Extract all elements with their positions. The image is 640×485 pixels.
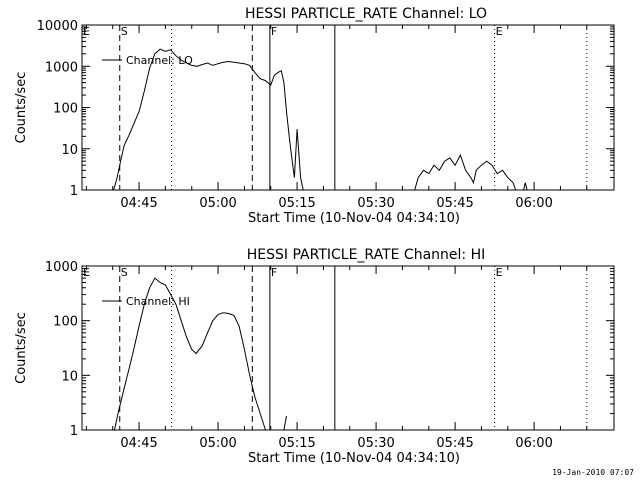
chart-panel-0: HESSI PARTICLE_RATE Channel: LO Counts/se… [14, 6, 615, 226]
y-tick-label: 1 [70, 424, 78, 439]
data-series-line [523, 182, 528, 190]
y-axis-label: Counts/sec [14, 312, 29, 384]
event-marker-label: F [271, 266, 277, 279]
legend-label: Channel: HI [126, 295, 190, 308]
event-marker-label: S [121, 266, 128, 279]
x-axis-label: Start Time (10-Nov-04 04:34:10) [248, 211, 460, 226]
x-tick-label: 05:15 [278, 436, 315, 451]
event-marker-label: E [496, 25, 503, 38]
x-axis-label: Start Time (10-Nov-04 04:34:10) [248, 451, 460, 466]
event-marker-label: S [121, 25, 128, 38]
event-marker-label: E [83, 25, 90, 38]
x-tick-label: 05:00 [199, 436, 236, 451]
y-axis-label: Counts/sec [14, 72, 29, 144]
data-series-line [114, 277, 266, 430]
y-tick-label: 10000 [37, 19, 78, 34]
data-series-line [283, 415, 287, 430]
data-series-line [113, 48, 304, 190]
x-tick-label: 06:00 [515, 196, 552, 211]
y-tick-label: 1000 [45, 260, 78, 275]
x-tick-label: 04:45 [120, 436, 157, 451]
chart-title: HESSI PARTICLE_RATE Channel: HI [247, 247, 485, 263]
x-tick-label: 05:45 [436, 196, 473, 211]
x-tick-label: 05:00 [199, 196, 236, 211]
event-marker-label: E [496, 266, 503, 279]
y-tick-label: 100 [53, 102, 78, 117]
y-tick-label: 1 [70, 184, 78, 199]
chart-panel-1: HESSI PARTICLE_RATE Channel: HI Counts/se… [14, 247, 615, 466]
footer-timestamp: 19-Jan-2010 07:07 [552, 468, 634, 477]
legend-label: Channel: LO [126, 54, 193, 67]
x-tick-label: 06:00 [515, 436, 552, 451]
event-marker-label: F [271, 25, 277, 38]
y-tick-label: 10 [61, 143, 78, 158]
y-tick-label: 10 [61, 369, 78, 384]
x-tick-label: 04:45 [120, 196, 157, 211]
y-tick-label: 100 [53, 315, 78, 330]
event-marker-label: E [83, 266, 90, 279]
x-tick-label: 05:30 [357, 436, 394, 451]
chart-title: HESSI PARTICLE_RATE Channel: LO [245, 6, 487, 22]
x-tick-label: 05:45 [436, 436, 473, 451]
data-series-line [414, 153, 517, 190]
plot-frame [81, 265, 615, 431]
x-tick-label: 05:30 [357, 196, 394, 211]
x-tick-label: 05:15 [278, 196, 315, 211]
y-tick-label: 1000 [45, 60, 78, 75]
